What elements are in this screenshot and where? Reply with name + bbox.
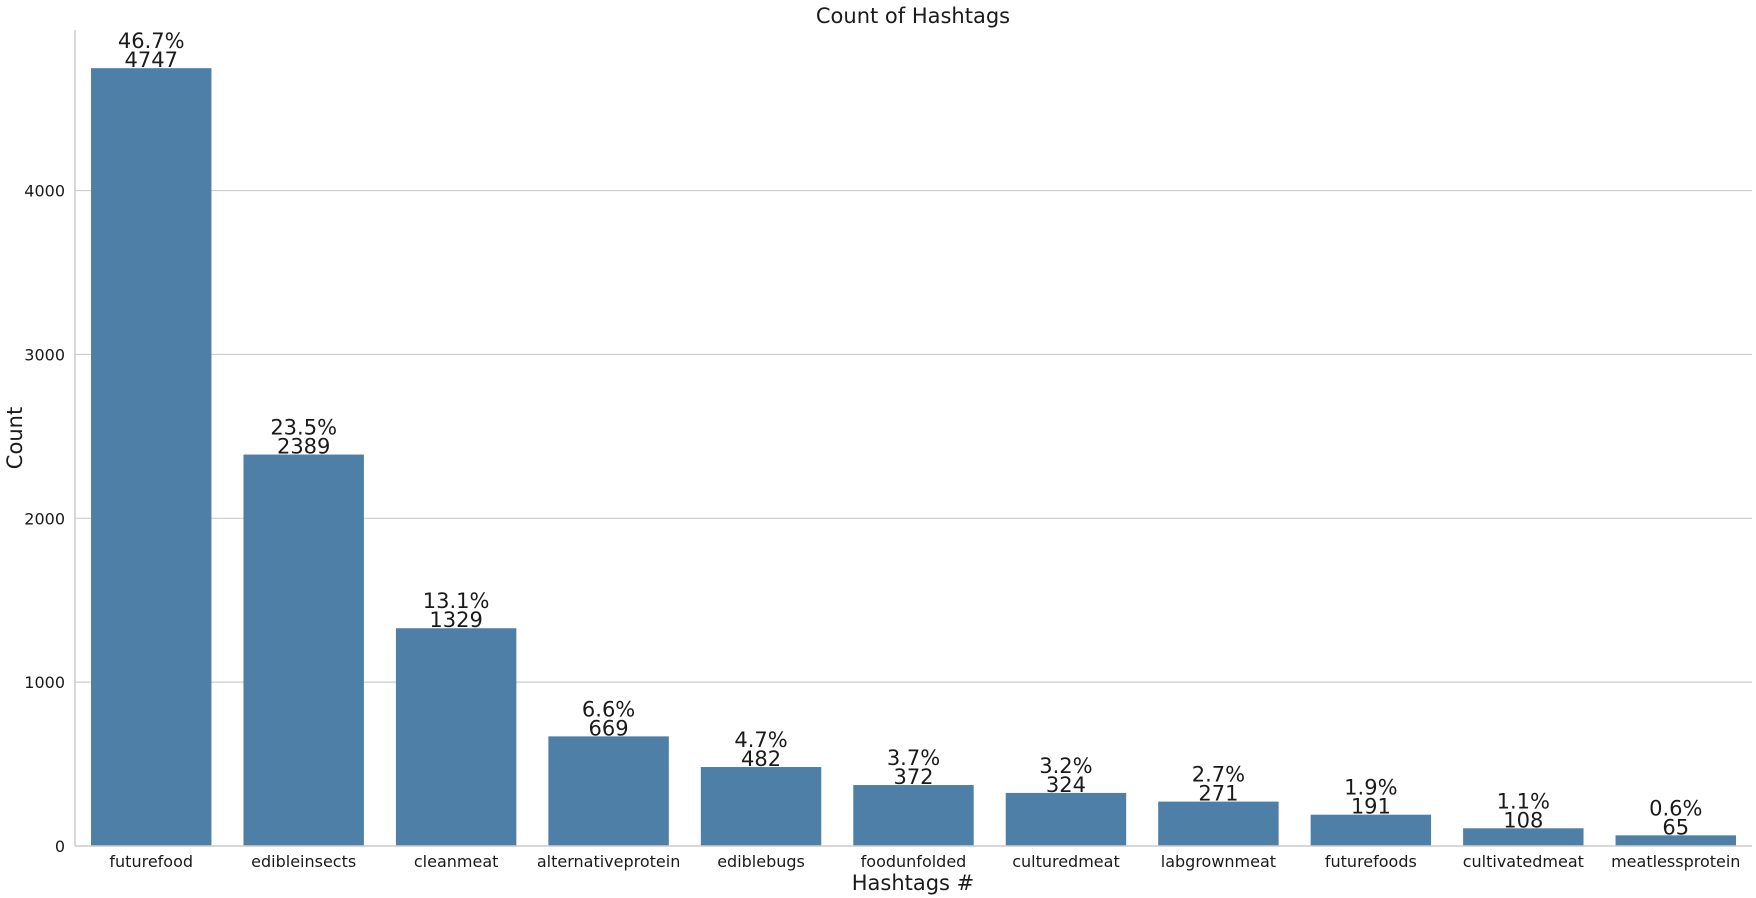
y-tick-labels: 0 1000 2000 3000 4000 (24, 182, 65, 856)
percent-label-cultivatedmeat: 1.1% (1497, 789, 1550, 813)
value-label-futurefood: 4747 (125, 48, 178, 72)
x-tick-labels: futurefood edibleinsects cleanmeat alternat… (109, 852, 1740, 871)
bar-labgrownmeat (1158, 801, 1279, 846)
bar-cleanmeat (395, 628, 517, 846)
x-tick-label-meatlessprotein: meatlessprotein (1611, 852, 1740, 871)
bar-futurefoods (1310, 814, 1432, 846)
x-tick-label-futurefoods: futurefoods (1325, 852, 1417, 871)
x-tick-label-futurefood: futurefood (109, 852, 193, 871)
value-label-labgrownmeat: 271 (1198, 782, 1238, 806)
value-label-cleanmeat: 1329 (429, 608, 482, 632)
percent-label-futurefood: 46.7% (118, 29, 185, 53)
x-tick-label-edibleinsects: edibleinsects (251, 852, 356, 871)
chart-title: Count of Hashtags (816, 4, 1010, 28)
bar-foodunfolded (853, 785, 974, 846)
x-tick-label-cleanmeat: cleanmeat (414, 852, 499, 871)
y-tick-label-2000: 2000 (24, 509, 65, 528)
bar-futurefood (91, 68, 212, 846)
percent-label-ediblebugs: 4.7% (734, 728, 787, 752)
x-tick-label-cultivatedmeat: cultivatedmeat (1463, 852, 1584, 871)
bar-culturedmeat (1005, 792, 1127, 846)
bar-ediblebugs (700, 767, 822, 846)
y-axis-label: Count (3, 407, 27, 469)
percent-label-culturedmeat: 3.2% (1039, 754, 1092, 778)
percent-label-meatlessprotein: 0.6% (1649, 796, 1702, 820)
data-labels: 46.7%4747 23.5%2389 13.1%1329 6.6%669 4.7%48… (118, 29, 1703, 839)
bar-edibleinsects (243, 454, 364, 846)
x-tick-label-alternativeprotein: alternativeprotein (537, 852, 681, 871)
percent-label-alternativeprotein: 6.6% (582, 697, 635, 721)
value-label-foodunfolded: 372 (893, 765, 933, 789)
x-tick-label-labgrownmeat: labgrownmeat (1161, 852, 1276, 871)
percent-label-labgrownmeat: 2.7% (1192, 763, 1245, 787)
x-axis-label: Hashtags # (852, 871, 975, 895)
value-label-edibleinsects: 2389 (277, 435, 330, 459)
y-tick-label-1000: 1000 (24, 673, 65, 692)
value-label-culturedmeat: 324 (1046, 773, 1086, 797)
x-tick-label-foodunfolded: foodunfolded (861, 852, 967, 871)
bar-alternativeprotein (548, 736, 669, 846)
value-label-cultivatedmeat: 108 (1503, 808, 1543, 832)
bars (91, 68, 1736, 846)
y-tick-label-0: 0 (55, 837, 65, 856)
percent-label-cleanmeat: 13.1% (423, 589, 490, 613)
value-label-meatlessprotein: 65 (1662, 815, 1689, 839)
y-tick-label-3000: 3000 (24, 345, 65, 364)
value-label-alternativeprotein: 669 (589, 716, 629, 740)
y-tick-label-4000: 4000 (24, 182, 65, 201)
x-tick-label-ediblebugs: ediblebugs (717, 852, 805, 871)
percent-label-edibleinsects: 23.5% (270, 416, 337, 440)
percent-label-foodunfolded: 3.7% (887, 746, 940, 770)
bar-cultivatedmeat (1463, 828, 1584, 846)
bar-meatlessprotein (1615, 835, 1736, 846)
percent-label-futurefoods: 1.9% (1344, 776, 1397, 800)
x-tick-label-culturedmeat: culturedmeat (1012, 852, 1120, 871)
value-label-ediblebugs: 482 (741, 747, 781, 771)
value-label-futurefoods: 191 (1351, 795, 1391, 819)
axis-spines (74, 30, 1752, 847)
